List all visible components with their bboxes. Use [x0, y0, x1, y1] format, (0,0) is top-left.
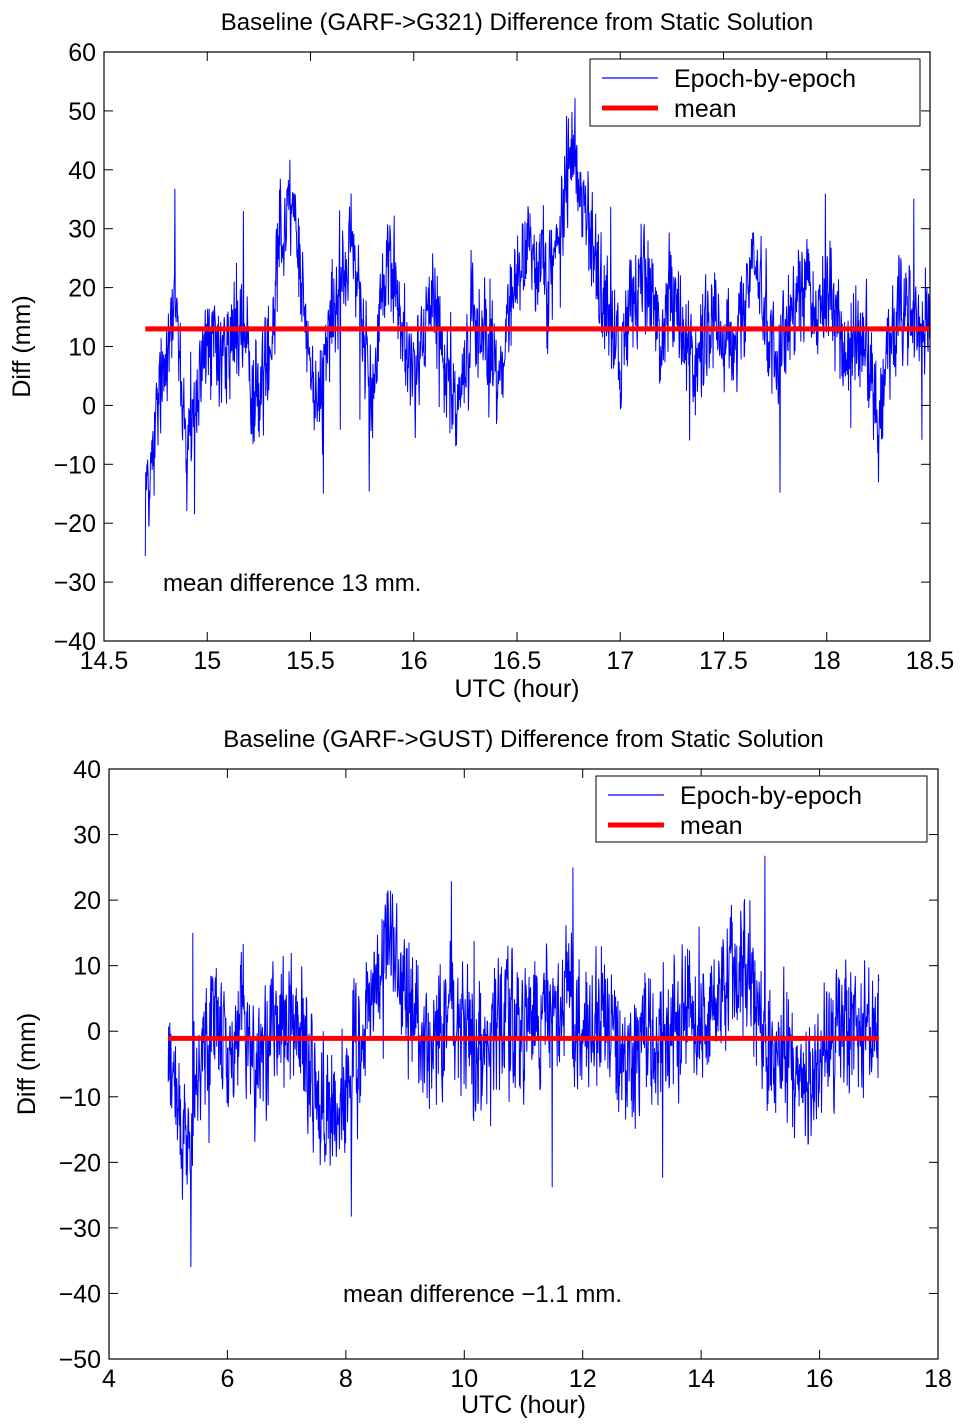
x-axis-label: UTC (hour) — [461, 1391, 586, 1419]
y-tick-label: 30 — [68, 216, 96, 244]
y-tick-label: 50 — [68, 98, 96, 126]
x-tick-label: 6 — [220, 1365, 234, 1393]
y-tick-label: 0 — [87, 1018, 101, 1046]
y-tick-label: −10 — [59, 1084, 101, 1112]
x-axis-label: UTC (hour) — [454, 675, 579, 703]
x-tick-label: 10 — [450, 1365, 478, 1393]
x-tick-label: 14 — [687, 1365, 715, 1393]
chart-garf-g321: Baseline (GARF->G321) Difference from St… — [8, 9, 954, 703]
plot-frame — [103, 51, 931, 642]
x-tick-label: 18 — [813, 647, 841, 675]
legend-label-mean: mean — [674, 95, 737, 123]
legend-label-mean: mean — [680, 812, 743, 840]
y-tick-label: 10 — [73, 953, 101, 981]
x-tick-label: 16 — [806, 1365, 834, 1393]
y-axis-label: Diff (mm) — [13, 1013, 41, 1115]
x-tick-label: 15 — [193, 647, 221, 675]
y-tick-label: −40 — [54, 628, 96, 656]
y-tick-label: −10 — [54, 451, 96, 479]
legend-label-epoch: Epoch-by-epoch — [680, 782, 862, 810]
y-tick-label: 30 — [73, 822, 101, 850]
series-epoch-by-epoch — [167, 855, 880, 1268]
y-tick-label: −30 — [59, 1215, 101, 1243]
y-tick-label: 0 — [82, 392, 96, 420]
y-axis-label: Diff (mm) — [8, 295, 36, 397]
y-tick-label: 40 — [73, 756, 101, 784]
y-tick-label: −40 — [59, 1280, 101, 1308]
legend-box — [595, 775, 928, 843]
mean-annotation: mean difference 13 mm. — [163, 570, 421, 597]
y-tick-label: 10 — [68, 334, 96, 362]
x-tick-label: 17 — [606, 647, 634, 675]
y-tick-label: −20 — [54, 510, 96, 538]
legend-label-epoch: Epoch-by-epoch — [674, 65, 856, 93]
plot-frame — [108, 768, 939, 1360]
legend-box — [589, 58, 921, 127]
y-tick-label: 20 — [68, 275, 96, 303]
x-tick-label: 16.5 — [493, 647, 542, 675]
x-tick-label: 12 — [569, 1365, 597, 1393]
x-tick-label: 8 — [339, 1365, 353, 1393]
y-tick-label: 60 — [68, 39, 96, 67]
y-tick-label: −30 — [54, 569, 96, 597]
x-tick-label: 15.5 — [286, 647, 335, 675]
x-tick-label: 18.5 — [906, 647, 955, 675]
x-tick-label: 14.5 — [80, 647, 129, 675]
y-tick-label: −50 — [59, 1346, 101, 1374]
y-tick-label: −20 — [59, 1149, 101, 1177]
y-tick-label: 20 — [73, 887, 101, 915]
y-tick-label: 40 — [68, 157, 96, 185]
chart-title: Baseline (GARF->GUST) Difference from St… — [223, 726, 823, 753]
chart-title: Baseline (GARF->G321) Difference from St… — [221, 9, 813, 36]
mean-annotation: mean difference −1.1 mm. — [343, 1281, 622, 1308]
x-tick-label: 17.5 — [699, 647, 748, 675]
chart-garf-gust: Baseline (GARF->GUST) Difference from St… — [13, 726, 952, 1419]
x-tick-label: 18 — [924, 1365, 952, 1393]
x-tick-label: 16 — [400, 647, 428, 675]
x-tick-label: 4 — [102, 1365, 116, 1393]
